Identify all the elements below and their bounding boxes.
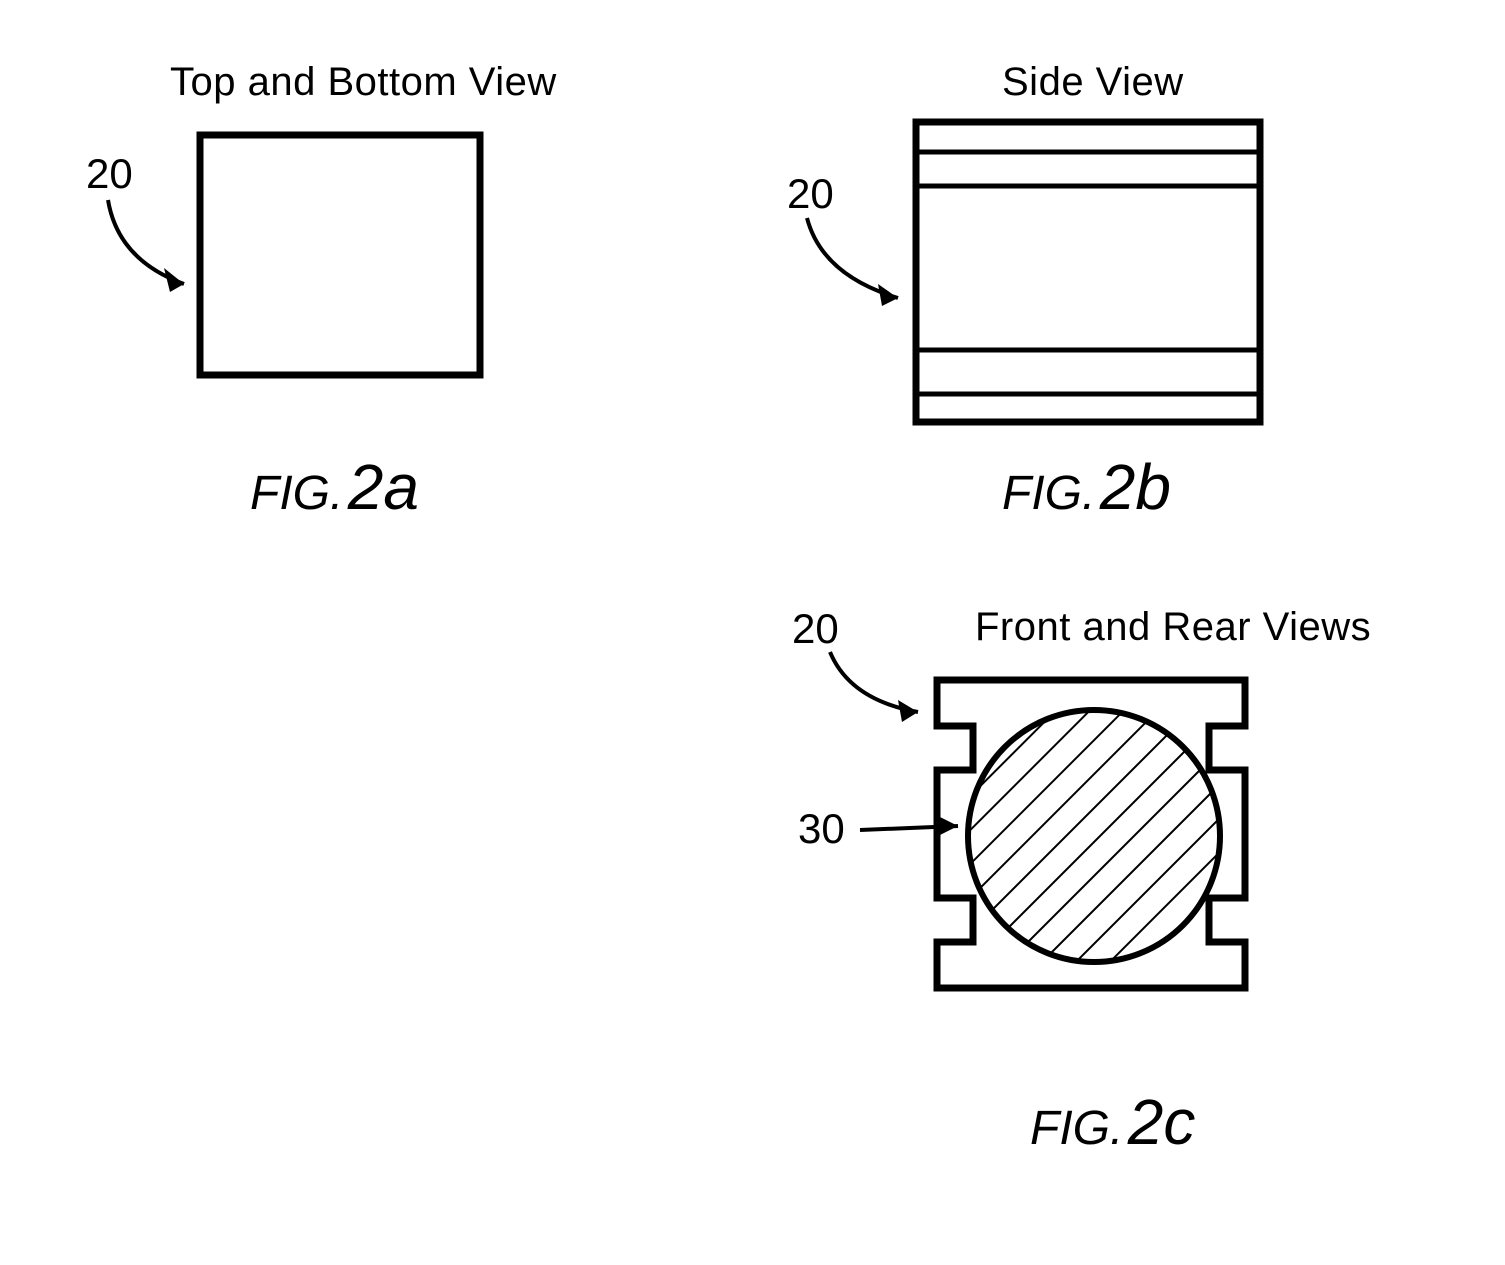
fig-c-prefix: FIG. xyxy=(1030,1102,1123,1155)
fig-c-arrow-20 xyxy=(830,652,918,712)
fig-c-hatch xyxy=(940,682,1250,992)
fig-c-suffix: 2c xyxy=(1128,1086,1196,1158)
fig-c-arrowhead-20 xyxy=(898,700,918,722)
fig-c-caption: FIG. 2c xyxy=(1030,1085,1195,1159)
fig-c-svg xyxy=(0,0,1400,1100)
fig-c-arrowhead-30 xyxy=(938,816,958,836)
